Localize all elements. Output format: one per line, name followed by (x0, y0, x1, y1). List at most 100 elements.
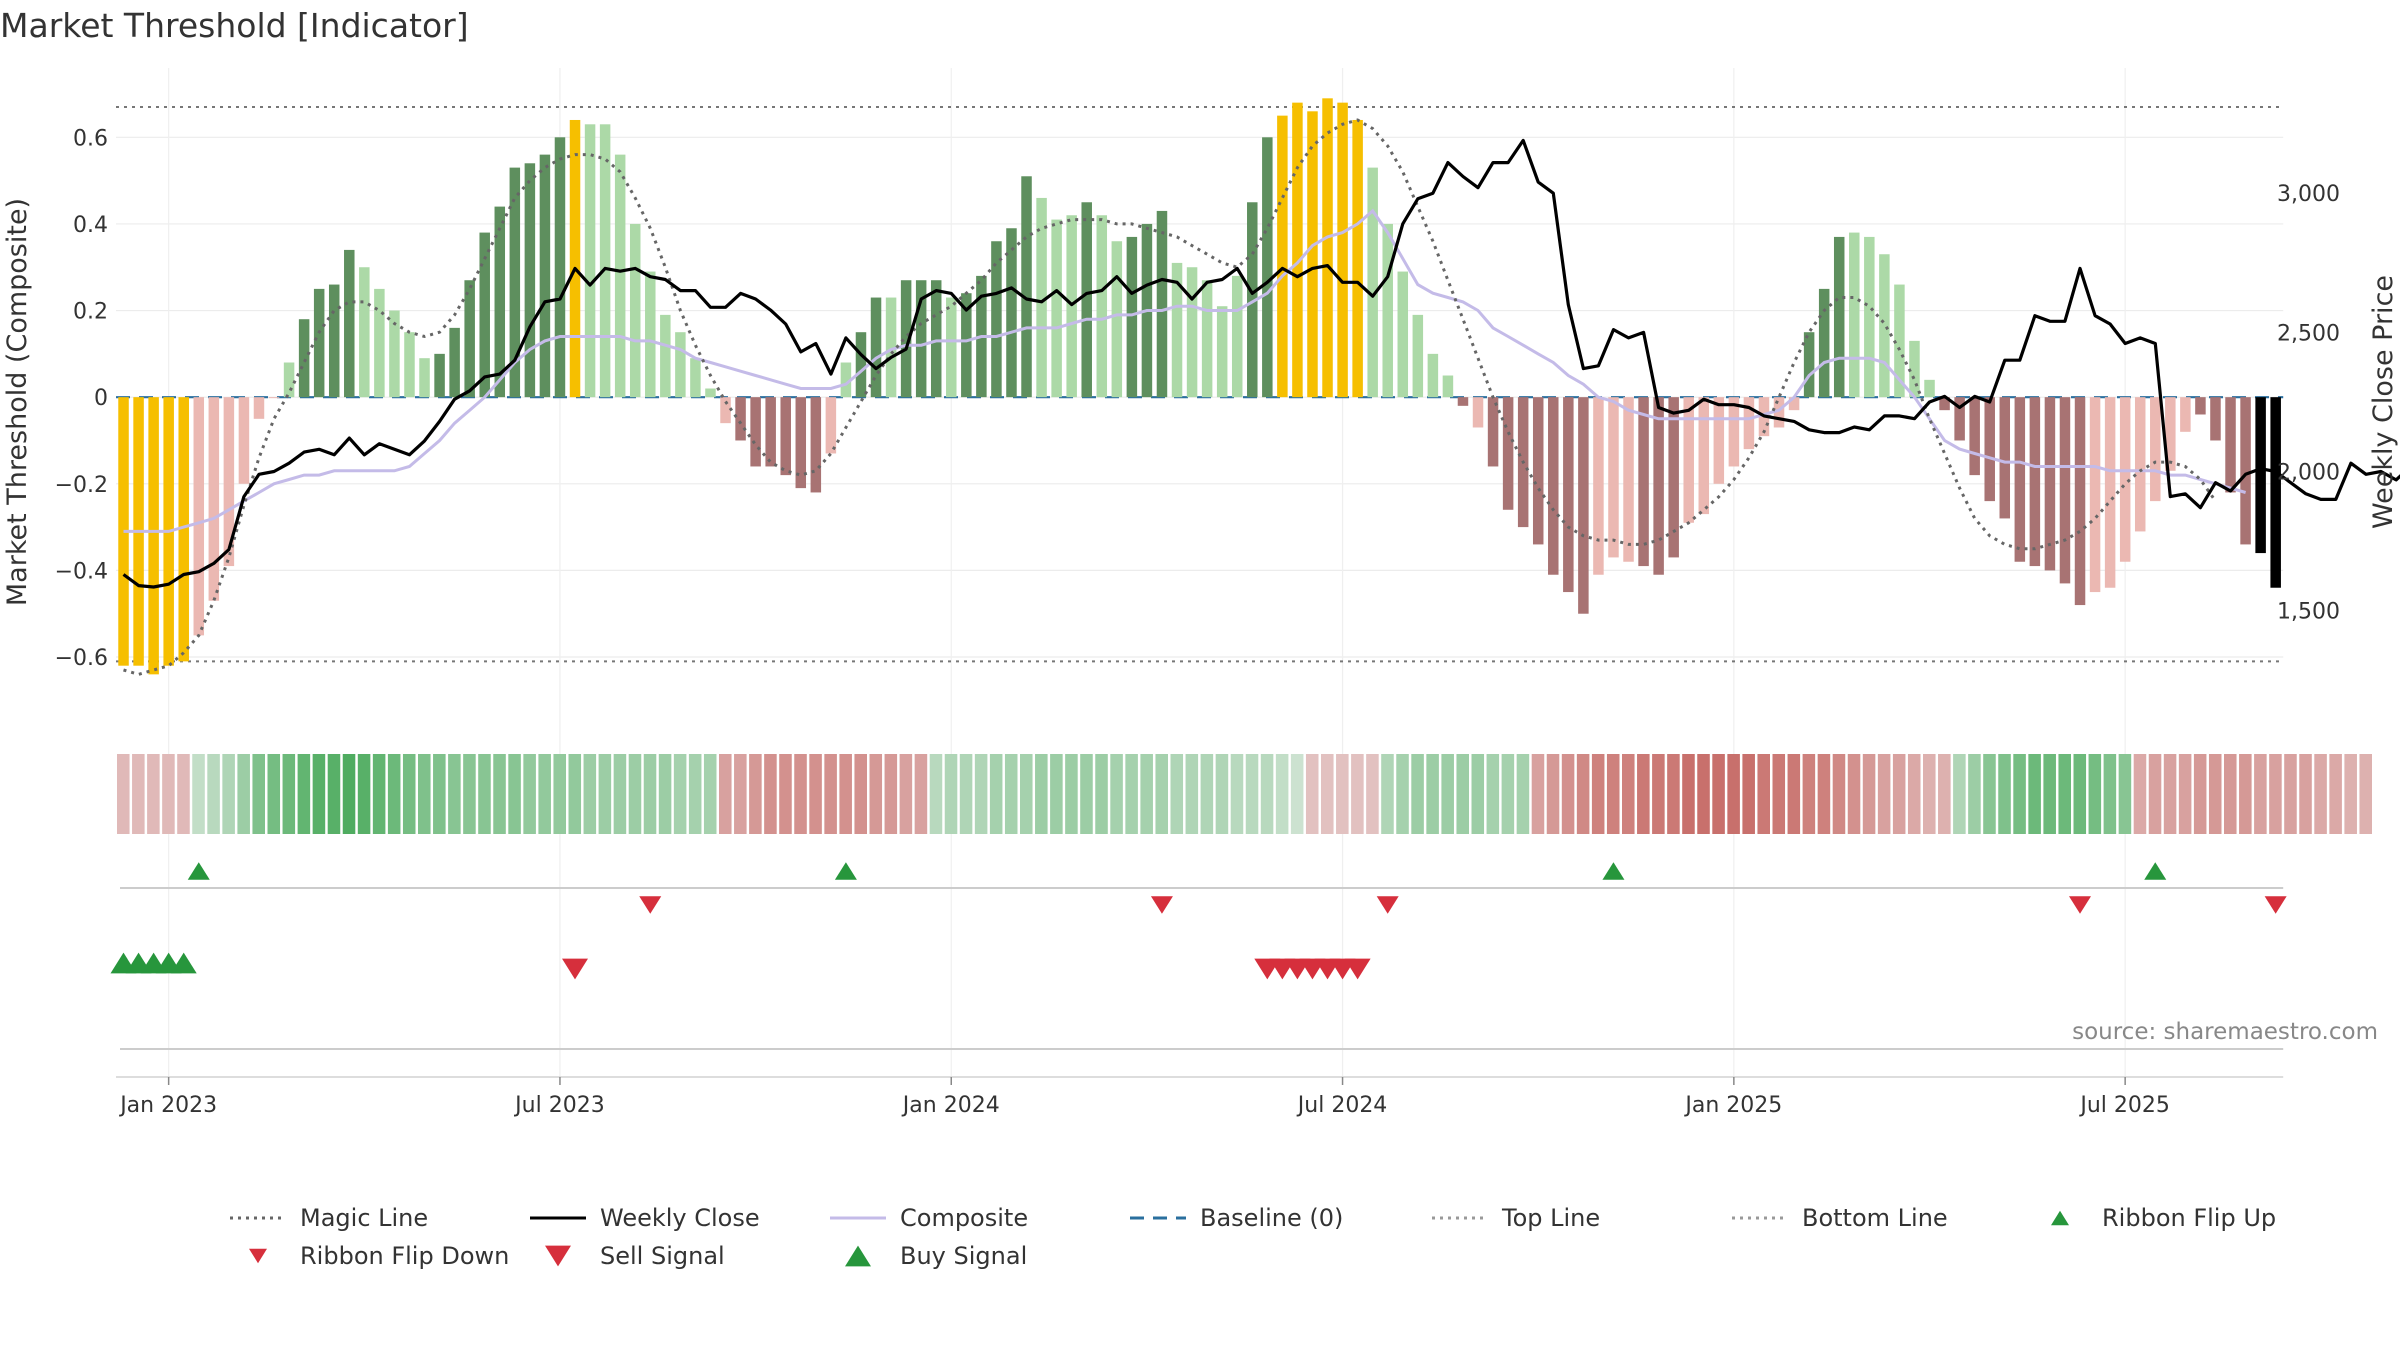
composite-bar (900, 280, 912, 398)
ribbon-cell (1622, 754, 1635, 834)
composite-bar (1292, 102, 1303, 398)
ribbon-cell (1712, 754, 1725, 834)
ribbon-cell (1576, 754, 1590, 834)
right-axis-ticks: 3,000 2,500 2,000 1,500 (2277, 182, 2340, 624)
composite-bar (1231, 275, 1243, 398)
ribbon-cell (1456, 754, 1469, 834)
composite-bar (253, 397, 265, 419)
composite-bar (464, 280, 475, 398)
ribbon-cell (132, 754, 145, 834)
composite-bar (2210, 397, 2221, 441)
composite-bar (1608, 397, 1619, 558)
ribbon-cell (2193, 754, 2207, 834)
composite-bar (1021, 176, 1032, 398)
ribbon-cell (553, 754, 566, 834)
ribbon-cell (237, 754, 250, 834)
ribbon-cell (2118, 754, 2132, 834)
left-tick-label: 0.4 (73, 213, 108, 238)
composite-bar (238, 397, 250, 484)
composite-bar (930, 280, 942, 398)
composite-bar (1969, 397, 1980, 476)
ribbon-cell (1381, 754, 1394, 834)
ribbon-cell (719, 754, 732, 834)
composite-bar (2255, 397, 2266, 554)
composite-bar (1818, 288, 1830, 398)
ribbon-cell (568, 754, 582, 834)
ribbon-cell (1516, 754, 1530, 834)
composite-bar (2029, 397, 2041, 567)
ribbon-cell (1802, 754, 1816, 834)
ribbon-cell (1200, 754, 1214, 834)
ribbon-cell (2013, 754, 2026, 834)
composite-bar (2044, 397, 2056, 571)
composite-bar (1788, 397, 1800, 411)
legend-swatch (1130, 1216, 1186, 1220)
ribbon-cell (749, 754, 762, 834)
ribbon-cell (734, 754, 747, 834)
ribbon-cell (1832, 754, 1846, 834)
ribbon-flip-down-marker (2264, 896, 2287, 914)
ribbon-cell (2299, 754, 2312, 834)
legend-swatch-mark (249, 1248, 267, 1264)
ribbon-cell (538, 754, 551, 834)
ribbon-cell (207, 754, 220, 834)
composite-bar (991, 241, 1002, 398)
ribbon-cell (312, 754, 326, 834)
ribbon-cell (2088, 754, 2102, 834)
ribbon-cell (839, 754, 852, 834)
composite-bar (2089, 397, 2101, 593)
left-tick-label: −0.2 (55, 473, 108, 498)
composite-bar (268, 397, 280, 399)
legend-item: Buy Signal (830, 1238, 1027, 1274)
ribbon-cell (2284, 754, 2297, 834)
composite-bar (750, 397, 761, 467)
ribbon-cell (1366, 754, 1379, 834)
ribbon-cell (463, 754, 476, 834)
x-tick-label: Jan 2023 (118, 1093, 217, 1118)
composite-bar (1277, 115, 1288, 398)
composite-bar (283, 362, 295, 398)
ribbon-cell (2148, 754, 2162, 834)
composite-bar (2195, 397, 2206, 415)
composite-bar (2014, 397, 2026, 562)
ribbon-cell (372, 754, 386, 834)
chart-title: Market Threshold [Indicator] (0, 6, 469, 45)
legend-swatch-mark (845, 1245, 871, 1267)
x-tick-label: Jan 2024 (901, 1093, 1000, 1118)
composite-bar (1803, 332, 1815, 398)
ribbon-cell (1065, 754, 1078, 834)
ribbon-cell (613, 754, 627, 834)
ribbon-cell (1546, 754, 1560, 834)
composite-bar (2225, 397, 2236, 493)
composite-bar (870, 297, 882, 398)
composite-bar (554, 137, 566, 398)
ribbon-cell (899, 754, 913, 834)
ribbon-cell (583, 754, 597, 834)
ribbon-cell (1983, 754, 1996, 834)
left-tick-label: 0 (94, 386, 108, 411)
ribbon-cell (643, 754, 657, 834)
legend-item: Ribbon Flip Up (2032, 1200, 2276, 1236)
ribbon-cell (1004, 754, 1018, 834)
composite-bar (1412, 314, 1424, 398)
x-tick-label: Jul 2025 (2078, 1093, 2170, 1118)
ribbon-cell (252, 754, 265, 834)
composite-bar (1457, 397, 1469, 406)
composite-bar (780, 397, 791, 476)
ribbon-cell (162, 754, 175, 834)
composite-bar (1954, 397, 1965, 441)
composite-bar (2165, 397, 2176, 471)
composite-bar (840, 362, 852, 398)
composite-bar (915, 280, 927, 398)
composite-bar (178, 397, 189, 662)
composite-bar (1909, 340, 1920, 398)
composite-bar (1698, 397, 1710, 515)
ribbon-cell (1215, 754, 1229, 834)
legend-label: Weekly Close (600, 1204, 760, 1232)
composite-bar (1156, 210, 1168, 398)
composite-bar (1216, 306, 1228, 398)
composite-bar (1397, 271, 1409, 398)
composite-bar (1999, 397, 2011, 519)
ribbon-cell (2269, 754, 2282, 834)
composite-bar (2150, 397, 2161, 502)
